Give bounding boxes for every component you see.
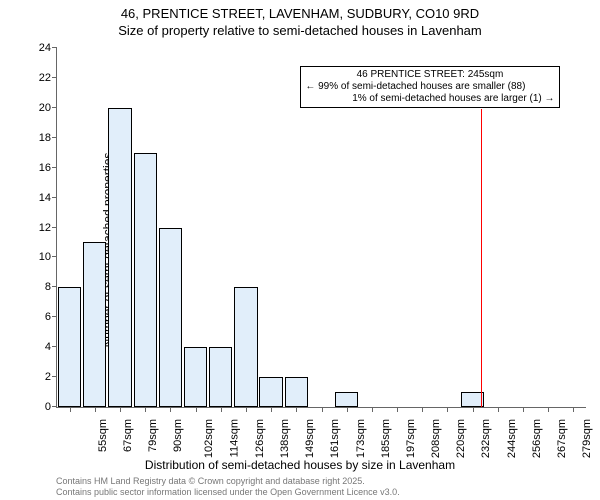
x-tick-label: 232sqm [481, 419, 493, 458]
y-tick-label: 16 [39, 162, 51, 174]
plot: 02468101214161820222455sqm67sqm79sqm90sq… [56, 48, 586, 408]
footer-attribution: Contains HM Land Registry data © Crown c… [56, 476, 400, 498]
title-address: 46, PRENTICE STREET, LAVENHAM, SUDBURY, … [0, 0, 600, 21]
x-tick-mark [498, 407, 499, 412]
footer-line2: Contains public sector information licen… [56, 487, 400, 498]
x-tick-mark [548, 407, 549, 412]
y-tick-label: 24 [39, 42, 51, 54]
chart-container: 46, PRENTICE STREET, LAVENHAM, SUDBURY, … [0, 0, 600, 500]
footer-line1: Contains HM Land Registry data © Crown c… [56, 476, 400, 487]
x-tick-mark [170, 407, 171, 412]
annotation-line3: 1% of semi-detached houses are larger (1… [305, 93, 554, 105]
bar [234, 287, 257, 407]
bar [58, 287, 81, 407]
x-tick-label: 185sqm [380, 419, 392, 458]
x-tick-label: 67sqm [122, 419, 134, 452]
y-tick-label: 12 [39, 222, 51, 234]
y-tick-label: 8 [45, 281, 51, 293]
y-tick-mark [52, 256, 57, 257]
x-tick-mark [221, 407, 222, 412]
x-tick-mark [120, 407, 121, 412]
x-tick-mark [196, 407, 197, 412]
y-tick-mark [52, 376, 57, 377]
x-tick-mark [372, 407, 373, 412]
y-tick-mark [52, 137, 57, 138]
x-tick-label: 138sqm [279, 419, 291, 458]
y-tick-mark [52, 346, 57, 347]
x-tick-label: 279sqm [581, 419, 593, 458]
bar [335, 392, 358, 407]
bar [184, 347, 207, 407]
x-tick-label: 161sqm [329, 419, 341, 458]
y-tick-label: 6 [45, 311, 51, 323]
x-tick-label: 90sqm [172, 419, 184, 452]
y-tick-mark [52, 197, 57, 198]
x-tick-mark [397, 407, 398, 412]
x-tick-label: 114sqm [228, 419, 240, 457]
y-tick-label: 22 [39, 72, 51, 84]
annotation-box: 46 PRENTICE STREET: 245sqm← 99% of semi-… [300, 66, 559, 108]
x-tick-label: 79sqm [147, 419, 159, 452]
y-tick-label: 10 [39, 251, 51, 263]
y-tick-mark [52, 77, 57, 78]
x-tick-mark [347, 407, 348, 412]
y-tick-mark [52, 286, 57, 287]
y-tick-label: 2 [45, 371, 51, 383]
x-tick-label: 102sqm [203, 419, 215, 458]
title-subtitle: Size of property relative to semi-detach… [0, 21, 600, 38]
x-tick-mark [573, 407, 574, 412]
bar [209, 347, 232, 407]
x-tick-label: 267sqm [556, 419, 568, 458]
y-tick-mark [52, 47, 57, 48]
y-tick-mark [52, 406, 57, 407]
y-tick-label: 20 [39, 102, 51, 114]
x-tick-mark [422, 407, 423, 412]
x-tick-label: 220sqm [455, 419, 467, 458]
y-tick-mark [52, 107, 57, 108]
x-tick-label: 208sqm [430, 419, 442, 458]
y-tick-label: 18 [39, 132, 51, 144]
bar [259, 377, 282, 407]
x-axis-label: Distribution of semi-detached houses by … [0, 458, 600, 472]
x-tick-mark [70, 407, 71, 412]
x-tick-mark [296, 407, 297, 412]
y-tick-label: 0 [45, 401, 51, 413]
x-tick-mark [447, 407, 448, 412]
x-tick-label: 149sqm [304, 419, 316, 458]
y-tick-label: 4 [45, 341, 51, 353]
x-tick-label: 244sqm [506, 419, 518, 458]
x-tick-mark [322, 407, 323, 412]
bar [285, 377, 308, 407]
bar [159, 228, 182, 408]
bar [134, 153, 157, 407]
y-tick-mark [52, 167, 57, 168]
bar [108, 108, 131, 407]
x-tick-label: 173sqm [355, 419, 367, 458]
x-tick-label: 256sqm [531, 419, 543, 458]
x-tick-label: 126sqm [254, 419, 266, 458]
x-tick-label: 55sqm [97, 419, 109, 452]
plot-area: 02468101214161820222455sqm67sqm79sqm90sq… [56, 48, 586, 408]
highlight-line [481, 109, 482, 407]
annotation-line1: 46 PRENTICE STREET: 245sqm [305, 69, 554, 81]
x-tick-label: 197sqm [405, 419, 417, 458]
x-tick-mark [246, 407, 247, 412]
y-tick-label: 14 [39, 192, 51, 204]
annotation-line2: ← 99% of semi-detached houses are smalle… [305, 81, 554, 93]
bar [83, 242, 106, 407]
y-tick-mark [52, 227, 57, 228]
x-tick-mark [95, 407, 96, 412]
x-tick-mark [473, 407, 474, 412]
x-tick-mark [523, 407, 524, 412]
x-tick-mark [145, 407, 146, 412]
x-tick-mark [271, 407, 272, 412]
y-tick-mark [52, 316, 57, 317]
